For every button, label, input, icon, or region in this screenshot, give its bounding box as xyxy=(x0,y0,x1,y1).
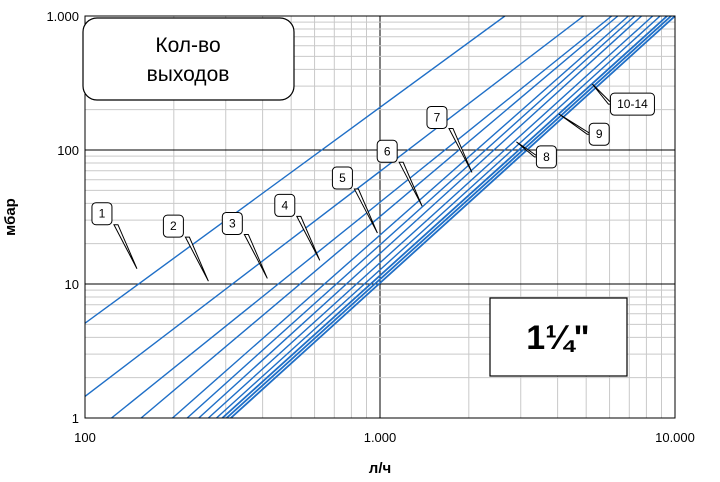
callout-box xyxy=(426,105,448,129)
x-tick-label: 100 xyxy=(74,430,96,445)
series-line-12 xyxy=(230,16,675,418)
callout-leader xyxy=(353,188,378,234)
series-line-1 xyxy=(85,16,506,324)
callout-box xyxy=(162,214,184,238)
callout-label: 4 xyxy=(281,198,288,212)
y-axis-ticks: 1 10 100 1.000 xyxy=(46,9,79,426)
callout-label: 1 xyxy=(99,207,106,221)
outlet-count-box: Кол-во выходов xyxy=(82,17,295,101)
series-line-8 xyxy=(207,16,654,418)
callout-1: 1 xyxy=(91,202,138,269)
callout-6: 6 xyxy=(376,139,423,207)
pipe-size-label: 1¼" xyxy=(526,319,589,357)
callout-leader xyxy=(113,224,138,269)
callout-box xyxy=(331,166,353,190)
callout-9: 9 xyxy=(558,113,610,146)
callout-label: 5 xyxy=(339,171,346,185)
series-line-11 xyxy=(225,16,672,418)
x-tick-label: 10.000 xyxy=(655,430,695,445)
callout-box xyxy=(535,145,557,169)
callout-10-14: 10-14 xyxy=(592,83,655,116)
outlet-count-label-line1: Кол-во xyxy=(155,34,220,57)
callout-label: 2 xyxy=(170,219,177,233)
callout-box xyxy=(221,211,243,235)
callout-2: 2 xyxy=(162,214,209,282)
series-lines xyxy=(85,16,675,418)
callout-label: 3 xyxy=(229,216,236,230)
callout-label: 7 xyxy=(434,110,441,124)
series-line-3 xyxy=(111,16,613,418)
callout-box xyxy=(609,92,655,116)
callout-leader xyxy=(398,161,423,207)
callout-leader xyxy=(184,236,209,282)
y-tick-label: 10 xyxy=(65,277,79,292)
series-line-2 xyxy=(85,16,585,397)
callout-box xyxy=(91,202,113,226)
plot-frame xyxy=(84,15,676,419)
callout-label: 6 xyxy=(384,144,391,158)
y-tick-label: 1 xyxy=(72,411,79,426)
x-tick-label: 1.000 xyxy=(364,430,397,445)
callout-8: 8 xyxy=(516,141,557,169)
callout-5: 5 xyxy=(331,166,378,234)
callout-label: 10-14 xyxy=(617,97,648,111)
outlet-count-box-frame xyxy=(82,17,295,101)
callout-box xyxy=(274,193,296,217)
y-axis-title: мбар xyxy=(2,198,19,236)
callout-7: 7 xyxy=(426,105,473,173)
series-line-6 xyxy=(186,16,636,418)
callout-label: 8 xyxy=(543,150,550,164)
series-line-4 xyxy=(140,16,619,418)
series-line-7 xyxy=(198,16,642,418)
series-callouts: 1 2 3 4 5 6 7 8 9 10-14 xyxy=(91,83,655,282)
pipe-size-box: 1¼" xyxy=(489,297,628,377)
pipe-size-box-frame xyxy=(489,297,628,377)
y-tick-label: 100 xyxy=(57,143,79,158)
y-tick-label: 1.000 xyxy=(46,9,79,24)
callout-box xyxy=(588,122,610,146)
callout-4: 4 xyxy=(274,193,321,261)
outlet-count-label-line2: выходов xyxy=(147,63,230,86)
callout-3: 3 xyxy=(221,211,268,279)
callout-box xyxy=(376,139,398,163)
x-axis-title: л/ч xyxy=(369,460,391,477)
series-line-5 xyxy=(172,16,629,418)
callout-label: 9 xyxy=(596,127,603,141)
series-line-9 xyxy=(216,16,661,418)
callout-leader xyxy=(243,233,268,279)
x-axis-ticks: 100 1.000 10.000 xyxy=(74,430,695,445)
series-line-10 xyxy=(221,16,668,418)
callout-leader xyxy=(448,127,473,173)
callout-leader xyxy=(295,215,321,261)
